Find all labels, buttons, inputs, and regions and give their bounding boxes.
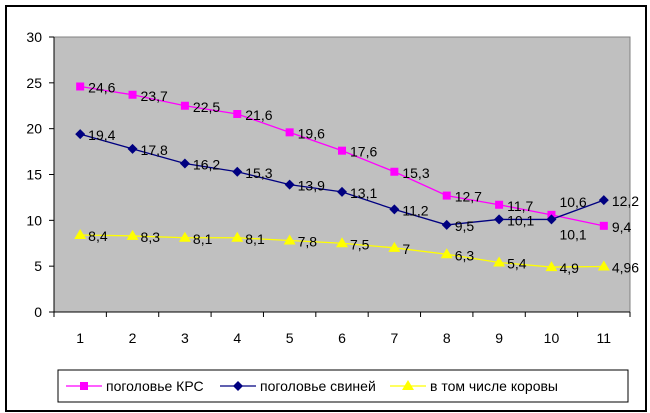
data-point-0 xyxy=(180,101,189,110)
y-tick-label: 25 xyxy=(26,75,42,91)
plot-area xyxy=(53,36,631,313)
data-point-1 xyxy=(546,214,557,225)
data-label-0: 24,6 xyxy=(88,80,115,96)
data-label-1: 19,4 xyxy=(88,127,115,143)
data-point-1 xyxy=(75,129,86,140)
data-label-2: 7,5 xyxy=(350,236,370,252)
data-point-0 xyxy=(599,221,608,230)
data-point-2 xyxy=(74,229,87,239)
data-label-1: 13,1 xyxy=(350,185,377,201)
legend xyxy=(57,369,629,403)
x-tick-label: 10 xyxy=(544,330,560,346)
data-label-2: 7,8 xyxy=(298,234,318,250)
data-point-2 xyxy=(388,241,401,252)
data-label-1: 17,8 xyxy=(141,142,168,158)
data-point-1 xyxy=(494,214,505,225)
legend-label-2: в том числе коровы xyxy=(430,378,558,394)
data-label-2: 8,3 xyxy=(141,229,161,245)
data-point-0 xyxy=(495,200,504,209)
data-point-2 xyxy=(283,234,296,245)
data-point-2 xyxy=(336,237,348,248)
data-point-0 xyxy=(76,82,85,91)
data-point-2 xyxy=(545,261,558,272)
x-tick-label: 8 xyxy=(443,330,451,346)
data-label-0: 22,5 xyxy=(193,99,220,115)
y-tick-label: 0 xyxy=(34,304,42,320)
data-point-2 xyxy=(440,248,453,259)
data-label-1: 13,9 xyxy=(298,178,325,194)
x-tick-label: 5 xyxy=(286,330,294,346)
data-point-2 xyxy=(597,260,610,271)
data-point-2 xyxy=(126,229,139,240)
data-label-2: 7 xyxy=(402,241,410,257)
x-tick-label: 4 xyxy=(233,330,241,346)
data-point-1 xyxy=(179,158,190,169)
data-label-0: 11,7 xyxy=(507,198,533,214)
y-tick-label: 30 xyxy=(26,29,42,45)
y-tick-label: 20 xyxy=(26,121,42,137)
data-label-0: 15,3 xyxy=(402,165,429,181)
data-point-1 xyxy=(337,186,347,197)
x-tick-label: 11 xyxy=(597,330,612,346)
data-point-1 xyxy=(598,195,609,206)
data-label-0: 21,6 xyxy=(245,107,272,123)
data-label-0: 10,6 xyxy=(559,194,586,210)
data-label-2: 6,3 xyxy=(455,247,475,263)
data-label-1: 10,1 xyxy=(507,212,534,228)
x-tick-label: 7 xyxy=(390,330,398,346)
data-label-0: 12,7 xyxy=(455,189,482,205)
data-point-0 xyxy=(285,128,294,137)
data-point-1 xyxy=(441,219,452,230)
data-label-2: 5,4 xyxy=(507,256,527,272)
data-label-0: 17,6 xyxy=(350,144,377,160)
x-tick-label: 1 xyxy=(76,330,84,346)
legend-marker-0 xyxy=(80,382,88,390)
data-label-2: 4,9 xyxy=(559,260,579,276)
data-point-2 xyxy=(231,231,244,242)
data-point-0 xyxy=(390,167,399,176)
data-label-0: 23,7 xyxy=(141,88,168,104)
data-label-1: 12,2 xyxy=(612,193,639,209)
y-tick-label: 10 xyxy=(26,212,42,228)
x-tick-label: 6 xyxy=(338,330,346,346)
data-point-0 xyxy=(233,110,242,118)
data-point-0 xyxy=(442,191,451,200)
data-label-2: 8,4 xyxy=(88,228,108,244)
data-point-1 xyxy=(127,143,138,154)
x-tick-label: 3 xyxy=(181,330,189,346)
data-label-1: 9,5 xyxy=(455,218,475,234)
x-tick-label: 9 xyxy=(495,330,503,346)
data-label-1: 16,2 xyxy=(193,157,220,173)
data-label-2: 4,96 xyxy=(612,260,639,276)
legend-marker-1 xyxy=(233,381,243,391)
legend-marker-2 xyxy=(402,380,414,390)
data-label-2: 8,1 xyxy=(193,231,213,247)
legend-label-0: поголовье КРС xyxy=(106,378,204,394)
y-tick-label: 15 xyxy=(26,167,42,183)
data-label-1: 10,1 xyxy=(559,226,586,242)
data-point-0 xyxy=(338,146,346,155)
data-label-0: 9,4 xyxy=(612,219,632,235)
data-point-0 xyxy=(128,90,137,99)
legend-label-1: поголовье свиней xyxy=(260,378,376,394)
data-point-1 xyxy=(232,166,243,177)
x-tick-label: 2 xyxy=(129,330,137,346)
data-point-1 xyxy=(389,204,400,215)
data-label-1: 11,2 xyxy=(402,202,428,218)
data-label-2: 8,1 xyxy=(245,231,265,247)
data-point-2 xyxy=(178,231,191,242)
data-label-0: 19,6 xyxy=(298,125,325,141)
y-tick-label: 5 xyxy=(34,258,42,274)
data-point-2 xyxy=(493,256,506,267)
data-point-1 xyxy=(284,179,295,190)
data-label-1: 15,3 xyxy=(245,165,272,181)
